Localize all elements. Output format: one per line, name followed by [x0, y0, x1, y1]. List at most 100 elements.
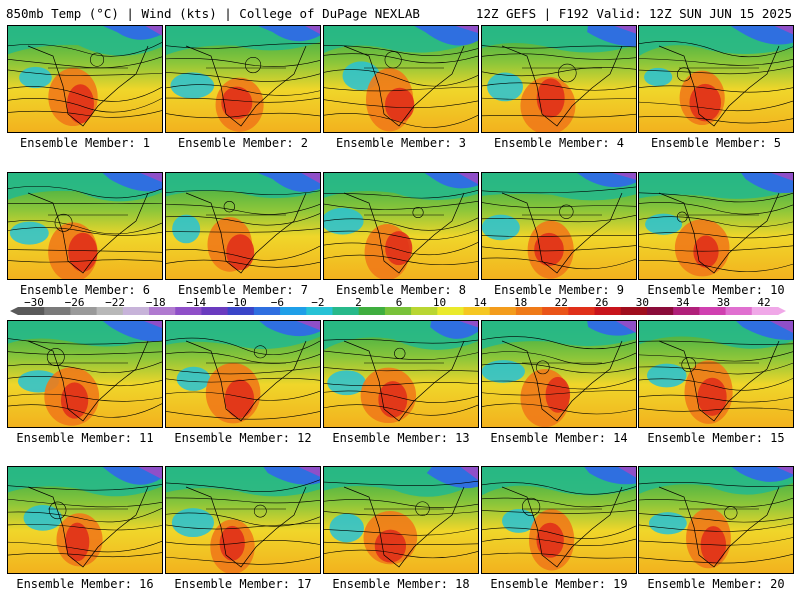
colorbar-segment [411, 307, 438, 315]
ensemble-member-panel: Ensemble Member: 5 [638, 25, 794, 150]
ensemble-member-label: Ensemble Member: 11 [16, 431, 154, 445]
ensemble-member-panel: Ensemble Member: 8 [323, 172, 479, 297]
ensemble-member-label: Ensemble Member: 14 [490, 431, 628, 445]
ensemble-member-label: Ensemble Member: 4 [493, 136, 625, 150]
colorbar-tick-label: 10 [432, 296, 447, 309]
ensemble-member-panel: Ensemble Member: 14 [481, 320, 637, 445]
colorbar-tick-label: −10 [226, 296, 247, 309]
ensemble-member-map [638, 25, 794, 133]
colorbar-segment [253, 307, 281, 315]
colorbar-segment [18, 307, 45, 315]
ensemble-member-label: Ensemble Member: 17 [174, 577, 312, 591]
ensemble-member-label: Ensemble Member: 8 [335, 283, 467, 297]
ensemble-member-map [165, 172, 321, 280]
ensemble-member-panel: Ensemble Member: 16 [7, 466, 163, 591]
ensemble-member-label: Ensemble Member: 3 [335, 136, 467, 150]
colorbar-segment [699, 307, 727, 315]
ensemble-member-map [481, 466, 637, 574]
ensemble-member-label: Ensemble Member: 7 [177, 283, 309, 297]
ensemble-member-label: Ensemble Member: 20 [647, 577, 785, 591]
header-run-info: 12Z GEFS | F192 Valid: 12Z SUN JUN 15 20… [475, 6, 792, 21]
colorbar-segment [542, 307, 569, 315]
colorbar-arrow-right [778, 307, 786, 315]
temperature-colorbar: −30 −26 −22 −18 −14 −10 −6 −2 2 6 10 14 18 22 26 30 34 38… [0, 296, 800, 318]
colorbar-segment [751, 307, 779, 315]
ensemble-member-map [323, 320, 479, 428]
colorbar-tick-label: 42 [757, 296, 771, 309]
colorbar-tick-label: 2 [355, 296, 362, 309]
colorbar-tick-label: −2 [311, 296, 325, 309]
header-title: 850mb Temp (°C) | Wind (kts) | College o… [6, 6, 420, 21]
ensemble-member-label: Ensemble Member: 16 [16, 577, 154, 591]
ensemble-member-label: Ensemble Member: 5 [650, 136, 782, 150]
ensemble-member-panel: Ensemble Member: 13 [323, 320, 479, 445]
ensemble-member-panel: Ensemble Member: 17 [165, 466, 321, 591]
ensemble-member-panel: Ensemble Member: 2 [165, 25, 321, 150]
ensemble-member-map [165, 320, 321, 428]
ensemble-member-panel: Ensemble Member: 15 [638, 320, 794, 445]
colorbar-tick-label: 26 [595, 296, 609, 309]
colorbar-segment [201, 307, 229, 315]
colorbar-tick-label: 22 [554, 296, 568, 309]
ensemble-member-panel: Ensemble Member: 12 [165, 320, 321, 445]
colorbar-tick-label: 18 [514, 296, 528, 309]
ensemble-member-label: Ensemble Member: 1 [19, 136, 151, 150]
colorbar-segment [568, 307, 596, 315]
colorbar-segment [227, 307, 255, 315]
colorbar-tick-label: 34 [676, 296, 690, 309]
ensemble-member-map [481, 172, 637, 280]
colorbar-tick-label: 6 [395, 296, 403, 309]
ensemble-member-label: Ensemble Member: 13 [332, 431, 470, 445]
colorbar-tick-label: −26 [64, 296, 85, 309]
ensemble-member-panel: Ensemble Member: 19 [481, 466, 637, 591]
ensemble-member-label: Ensemble Member: 19 [490, 577, 628, 591]
colorbar-segment [358, 307, 386, 315]
ensemble-member-map [323, 466, 479, 574]
ensemble-member-map [638, 320, 794, 428]
ensemble-member-map [323, 25, 479, 133]
colorbar-segment [673, 307, 700, 315]
colorbar-segment [175, 307, 202, 315]
colorbar-segment [384, 307, 412, 315]
ensemble-member-map [638, 466, 794, 574]
ensemble-member-map [638, 172, 794, 280]
ensemble-member-map [7, 466, 163, 574]
ensemble-member-panel: Ensemble Member: 9 [481, 172, 637, 297]
colorbar-tick-label: −30 [24, 296, 44, 309]
colorbar-tick-label: 38 [716, 296, 731, 309]
ensemble-member-panel: Ensemble Member: 6 [7, 172, 163, 297]
colorbar-segment [280, 307, 307, 315]
colorbar-segment [332, 307, 360, 315]
ensemble-member-panel: Ensemble Member: 20 [638, 466, 794, 591]
ensemble-member-label: Ensemble Member: 10 [647, 283, 785, 297]
colorbar-strip [10, 307, 786, 315]
colorbar-segment [489, 307, 517, 315]
ensemble-member-map [481, 25, 637, 133]
colorbar-tick-label: −14 [186, 296, 207, 309]
colorbar-tick-label: −22 [105, 296, 126, 309]
colorbar-tick-label: 30 [635, 296, 649, 309]
colorbar-segment [463, 307, 491, 315]
colorbar-segment [515, 307, 543, 315]
colorbar-segment [725, 307, 753, 315]
ensemble-member-label: Ensemble Member: 12 [174, 431, 312, 445]
colorbar-tick-label: −18 [145, 296, 166, 309]
ensemble-member-panel: Ensemble Member: 3 [323, 25, 479, 150]
ensemble-member-label: Ensemble Member: 9 [493, 283, 625, 297]
ensemble-member-panel: Ensemble Member: 1 [7, 25, 163, 150]
ensemble-member-map [7, 320, 163, 428]
colorbar-segment [437, 307, 465, 315]
colorbar-segment [149, 307, 176, 315]
ensemble-member-panel: Ensemble Member: 10 [638, 172, 794, 297]
ensemble-member-panel: Ensemble Member: 7 [165, 172, 321, 297]
ensemble-member-label: Ensemble Member: 2 [177, 136, 309, 150]
colorbar-segment [594, 307, 622, 315]
colorbar-arrow-left [10, 307, 18, 315]
ensemble-member-map [7, 25, 163, 133]
ensemble-member-map [481, 320, 637, 428]
colorbar-segment [122, 307, 150, 315]
colorbar-segment [306, 307, 333, 315]
colorbar-segment [44, 307, 71, 315]
colorbar-segment [646, 307, 674, 315]
colorbar-segment [620, 307, 648, 315]
